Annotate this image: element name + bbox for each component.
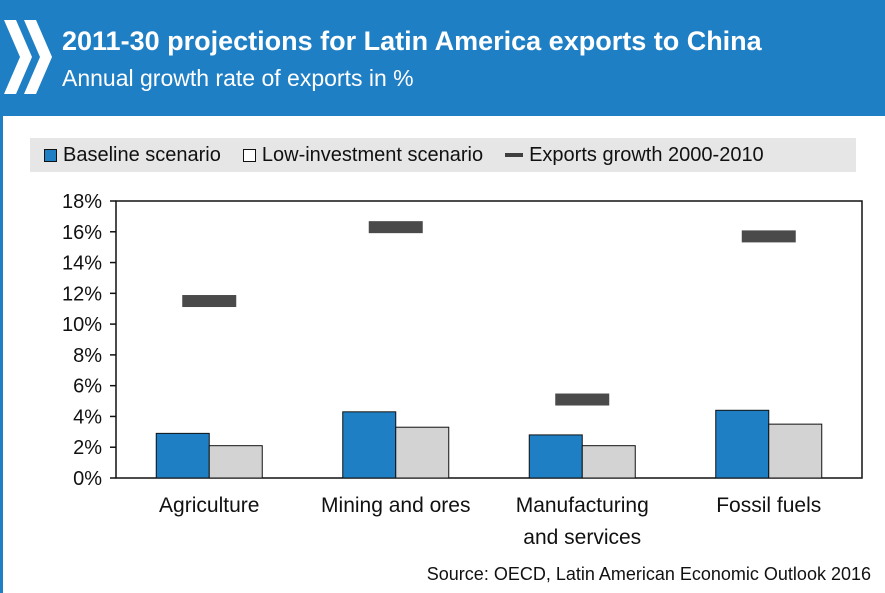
y-tick-label: 18% bbox=[62, 191, 102, 213]
legend-item-exports-growth: Exports growth 2000-2010 bbox=[505, 144, 764, 167]
x-tick-label: Fossil fuels bbox=[716, 494, 821, 517]
legend-label-baseline: Baseline scenario bbox=[63, 143, 221, 166]
legend-swatch-baseline bbox=[44, 148, 57, 162]
bar-baseline bbox=[155, 432, 210, 479]
y-tick-label: 14% bbox=[62, 253, 102, 275]
legend-item-low-investment: Low-investment scenario bbox=[242, 143, 484, 167]
marker-exports-growth bbox=[555, 393, 610, 406]
x-tick-label: Agriculture bbox=[159, 494, 259, 517]
y-tick-label: 2% bbox=[73, 437, 102, 459]
source-note: Source: OECD, Latin American Economic Ou… bbox=[426, 564, 871, 584]
x-tick-label: Manufacturing bbox=[516, 494, 649, 517]
y-tick-label: 4% bbox=[73, 406, 102, 428]
legend-label-exports-growth: Exports growth 2000-2010 bbox=[529, 143, 764, 166]
bar-chart: 0% 2% 4% 6% 8% 10% 12% 14% 16% 18% Agriculture Mini… bbox=[62, 191, 863, 549]
legend: Baseline scenario Low-investment scenari… bbox=[30, 138, 856, 172]
y-tick-label: 8% bbox=[73, 345, 102, 367]
bar-baseline bbox=[528, 434, 583, 479]
bar-low-investment bbox=[581, 445, 636, 479]
y-tick-label: 6% bbox=[73, 376, 102, 398]
legend-swatch-low-investment bbox=[242, 148, 256, 162]
chart-subtitle: Annual growth rate of exports in % bbox=[62, 65, 414, 91]
y-tick-label: 0% bbox=[73, 468, 102, 490]
y-tick-label: 10% bbox=[62, 314, 102, 336]
bar-low-investment bbox=[395, 426, 450, 479]
marker-exports-growth bbox=[741, 230, 796, 243]
bar-baseline bbox=[715, 409, 770, 479]
header-banner: 2011-30 projections for Latin America ex… bbox=[0, 0, 885, 116]
y-tick-label: 12% bbox=[62, 283, 102, 305]
x-tick-label: and services bbox=[523, 526, 641, 549]
bar-baseline bbox=[342, 411, 397, 479]
chevron-logo-icon bbox=[4, 20, 52, 94]
y-tick-label: 16% bbox=[62, 222, 102, 244]
bar-low-investment bbox=[208, 445, 263, 479]
legend-label-low-investment: Low-investment scenario bbox=[261, 143, 484, 166]
marker-exports-growth bbox=[182, 295, 237, 308]
chart-title: 2011-30 projections for Latin America ex… bbox=[62, 26, 762, 56]
x-tick-label: Mining and ores bbox=[321, 494, 470, 517]
bar-low-investment bbox=[768, 423, 823, 479]
marker-exports-growth bbox=[368, 221, 423, 234]
legend-item-baseline: Baseline scenario bbox=[44, 144, 221, 167]
legend-dash-exports-growth bbox=[505, 153, 524, 157]
